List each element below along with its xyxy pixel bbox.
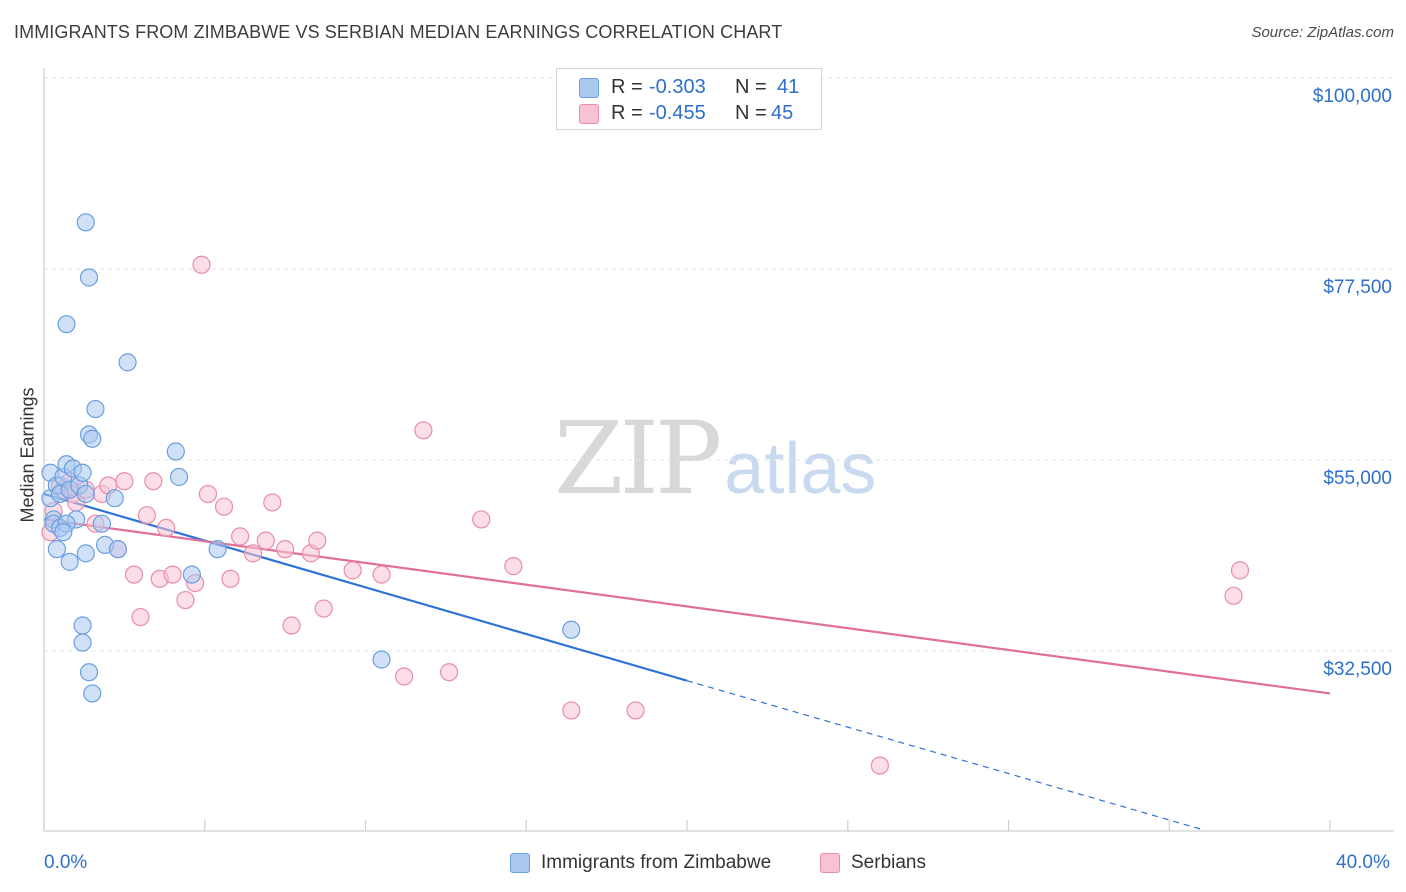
point-serbians [131, 607, 150, 627]
point-serbians [626, 701, 645, 720]
point-serbians [256, 531, 275, 550]
point-zimbabwe [562, 620, 581, 639]
point-serbians [439, 663, 459, 682]
point-serbians [221, 569, 240, 588]
point-serbians [157, 518, 176, 538]
legend-n-label: N = [735, 76, 767, 98]
point-serbians [214, 497, 234, 516]
point-zimbabwe [79, 268, 99, 287]
bottom-legend-swatch-zimbabwe [510, 853, 530, 873]
x-tick-label-max: 40.0% [1336, 852, 1390, 873]
grid-lines [44, 77, 1394, 652]
source-label: Source: ZipAtlas.com [1251, 24, 1394, 41]
point-serbians [308, 531, 327, 550]
point-zimbabwe [169, 467, 189, 487]
watermark: ZIPatlas [554, 400, 876, 517]
legend-r-value: -0.303 [649, 76, 706, 98]
point-serbians [198, 484, 218, 504]
bottom-legend-swatch-serbians [820, 853, 840, 873]
point-serbians [504, 557, 523, 576]
stats-legend: R = -0.303 N = 41 R = -0.455 N = 45 [556, 68, 822, 130]
bottom-legend-label-serbians: Serbians [851, 852, 926, 873]
point-serbians [163, 565, 182, 584]
point-zimbabwe [73, 633, 92, 652]
point-zimbabwe [182, 565, 201, 584]
legend-n-label: N = [735, 102, 767, 124]
legend-n-value: 41 [777, 76, 800, 98]
legend-r-label: R = [611, 102, 643, 124]
legend-r-label: R = [611, 76, 643, 98]
y-axis-label: Median Earnings [17, 387, 38, 523]
chart-title: IMMIGRANTS FROM ZIMBABWE VS SERBIAN MEDI… [14, 22, 783, 42]
x-tick-label-min: 0.0% [44, 852, 88, 873]
point-serbians [343, 561, 362, 580]
legend-swatch-serbians [579, 104, 599, 124]
point-serbians [124, 565, 144, 584]
point-zimbabwe [73, 616, 92, 635]
y-tick-label-55000: $55,000 [1323, 468, 1392, 489]
point-serbians [472, 510, 491, 529]
point-zimbabwe [83, 429, 102, 448]
point-zimbabwe [83, 684, 102, 703]
point-serbians [192, 255, 211, 274]
point-zimbabwe [47, 540, 66, 559]
y-tick-label-77500: $77,500 [1323, 277, 1392, 298]
point-zimbabwe [76, 544, 95, 563]
legend-swatch-zimbabwe [579, 78, 599, 98]
point-zimbabwe [60, 552, 79, 571]
point-serbians [137, 506, 156, 525]
y-tick-label-32500: $32,500 [1323, 659, 1392, 680]
point-serbians [314, 599, 333, 618]
point-serbians [1224, 586, 1243, 605]
point-zimbabwe [76, 484, 95, 504]
point-serbians [282, 616, 301, 635]
watermark-atlas: atlas [724, 429, 877, 509]
point-zimbabwe [166, 442, 185, 461]
point-serbians [562, 701, 581, 720]
watermark-zip: ZIP [554, 400, 722, 517]
point-zimbabwe [208, 540, 227, 559]
point-zimbabwe [86, 399, 105, 419]
legend-n-value: 45 [771, 102, 794, 124]
y-tick-label-100000: $100,000 [1312, 86, 1392, 107]
point-zimbabwe [73, 463, 92, 482]
trend-line-serbians [43, 518, 1331, 695]
axes [43, 68, 1394, 832]
point-zimbabwe [105, 489, 124, 508]
point-serbians [263, 493, 282, 512]
point-zimbabwe [54, 523, 73, 542]
point-serbians [870, 756, 890, 775]
point-serbians [414, 421, 433, 440]
point-zimbabwe [108, 540, 128, 559]
point-serbians [372, 565, 391, 584]
point-serbians [1230, 561, 1250, 580]
point-zimbabwe [92, 514, 111, 533]
point-zimbabwe [118, 353, 137, 372]
point-serbians [144, 472, 163, 491]
point-serbians [231, 527, 250, 546]
legend-r-value: -0.455 [649, 102, 706, 124]
trend-line-extension [686, 680, 1202, 830]
trend-line-zimbabwe [43, 492, 688, 682]
point-serbians [276, 540, 295, 559]
point-zimbabwe [57, 315, 76, 334]
point-serbians [243, 544, 263, 563]
bottom-legend-label-zimbabwe: Immigrants from Zimbabwe [541, 852, 772, 873]
point-serbians [394, 667, 414, 686]
point-zimbabwe [79, 663, 99, 682]
data-points [41, 213, 1250, 775]
point-serbians [115, 472, 134, 491]
point-zimbabwe [372, 650, 391, 669]
point-zimbabwe [76, 213, 95, 232]
point-serbians [176, 590, 195, 610]
